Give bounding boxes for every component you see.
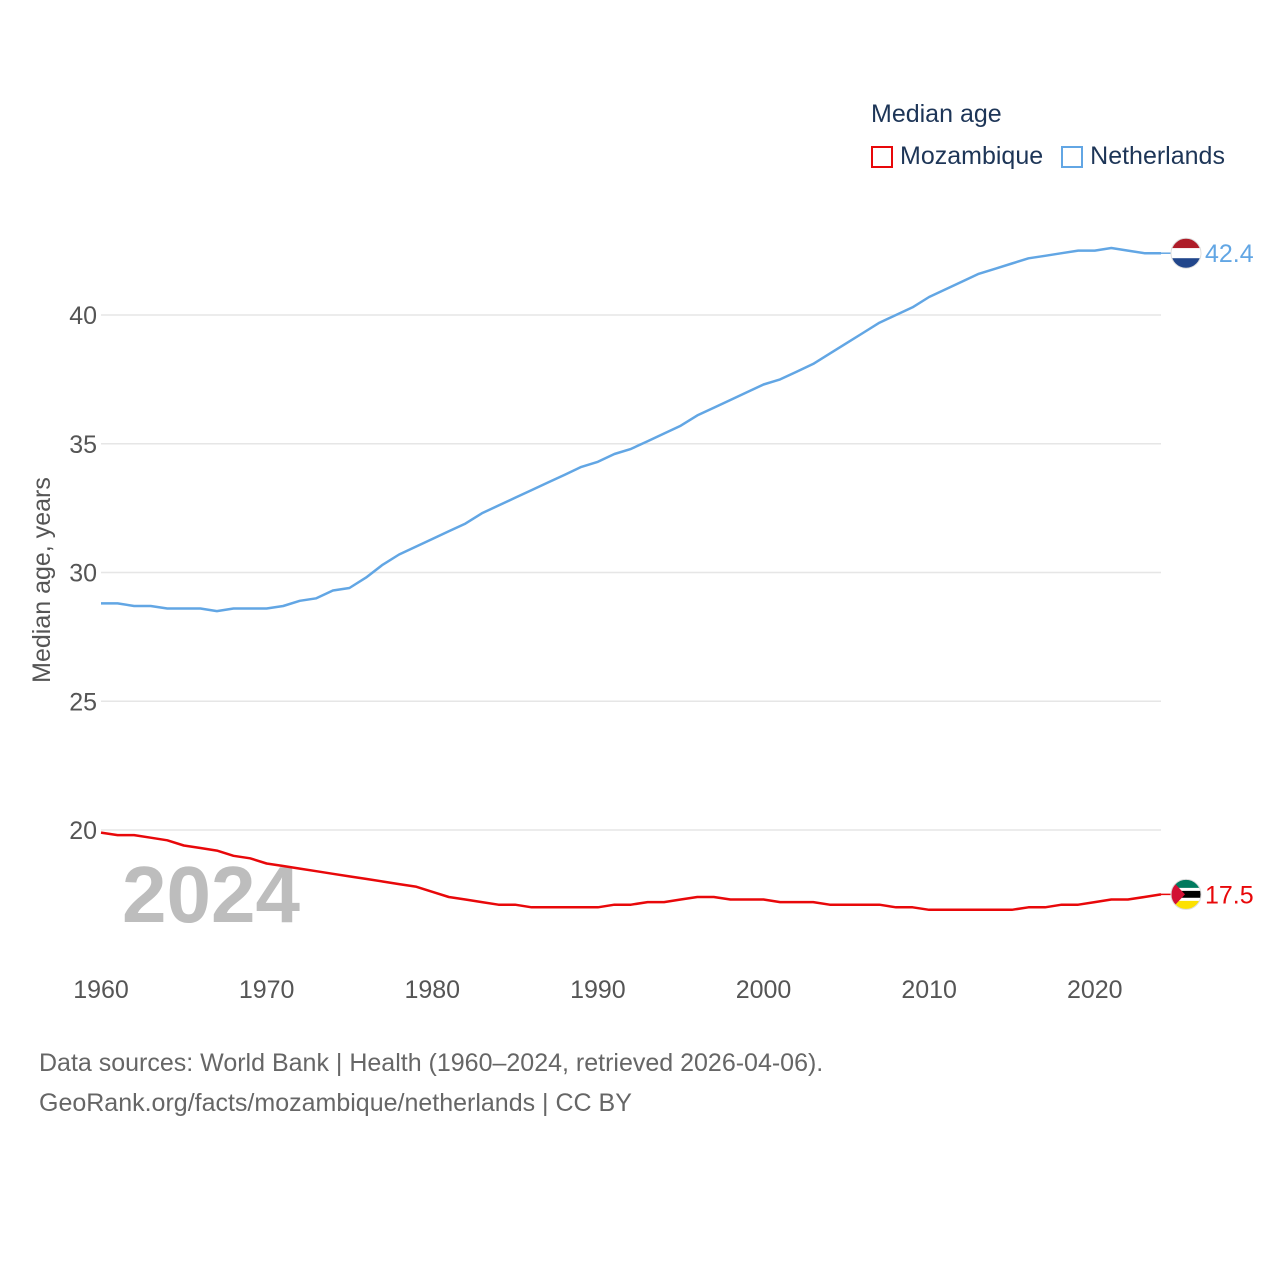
legend-label-mozambique: Mozambique (900, 142, 1044, 170)
x-tick-2020: 2020 (1067, 976, 1123, 1004)
series-group (100, 246, 1162, 912)
x-tick-2010: 2010 (901, 976, 957, 1004)
y-tick-25: 25 (69, 688, 97, 716)
flag-netherlands-icon (1170, 237, 1202, 269)
y-tick-40: 40 (69, 302, 97, 330)
y-tick-30: 30 (69, 560, 97, 588)
y-tick-35: 35 (69, 431, 97, 459)
x-tick-1970: 1970 (239, 976, 295, 1004)
footer: Data sources: World Bank | Health (1960–… (39, 1043, 823, 1123)
y-axis-ticks: 20 25 30 35 40 (69, 302, 97, 845)
series-line-mozambique[interactable] (100, 831, 1162, 912)
x-tick-2000: 2000 (736, 976, 792, 1004)
x-tick-1980: 1980 (404, 976, 460, 1004)
legend-item-mozambique[interactable]: Mozambique (871, 142, 1043, 171)
x-tick-1990: 1990 (570, 976, 626, 1004)
flag-mozambique-icon (1170, 878, 1202, 910)
x-axis-ticks: 1960 1970 1980 1990 2000 2010 2020 (73, 976, 1122, 1004)
source-link[interactable]: GeoRank.org/facts/mozambique/netherlands… (39, 1089, 632, 1117)
end-value-label-mozambique: 17.5 (1205, 881, 1254, 909)
y-axis-label: Median age, years (28, 477, 56, 683)
legend-swatch-netherlands (1061, 145, 1084, 168)
legend-item-netherlands[interactable]: Netherlands (1061, 142, 1225, 171)
legend-swatch-mozambique (871, 145, 893, 168)
legend: Mozambique Netherlands (871, 142, 1243, 171)
end-markers: 17.5 42.4 (1161, 237, 1254, 910)
grid (101, 314, 1161, 831)
y-tick-20: 20 (69, 817, 97, 845)
series-line-netherlands[interactable] (101, 246, 1161, 613)
legend-label-netherlands: Netherlands (1090, 142, 1225, 170)
legend-title: Median age (871, 100, 1002, 128)
data-sources-text: Data sources: World Bank | Health (1960–… (39, 1049, 824, 1077)
end-value-label-netherlands: 42.4 (1205, 240, 1254, 268)
x-tick-1960: 1960 (73, 976, 129, 1004)
